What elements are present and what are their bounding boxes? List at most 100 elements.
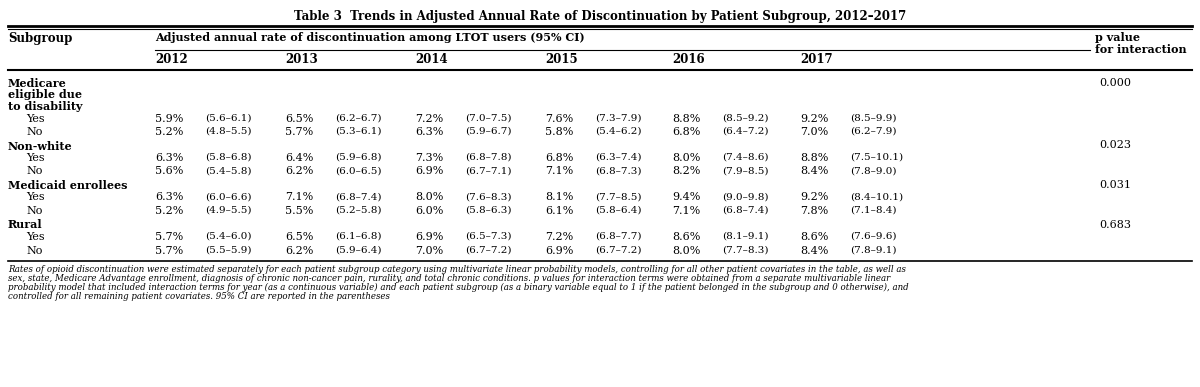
Text: 5.2%: 5.2% [155, 206, 184, 216]
Text: (6.8–7.8): (6.8–7.8) [466, 153, 511, 162]
Text: 6.0%: 6.0% [415, 206, 443, 216]
Text: 2012: 2012 [155, 53, 187, 66]
Text: controlled for all remaining patient covariates. 95% CI are reported in the pare: controlled for all remaining patient cov… [8, 292, 390, 301]
Text: 5.8%: 5.8% [545, 127, 574, 137]
Text: 8.8%: 8.8% [800, 153, 828, 163]
Text: 6.8%: 6.8% [545, 153, 574, 163]
Text: Adjusted annual rate of discontinuation among LTOT users (95% CI): Adjusted annual rate of discontinuation … [155, 32, 584, 43]
Text: (8.5–9.2): (8.5–9.2) [722, 113, 768, 123]
Text: p value: p value [1096, 32, 1140, 43]
Text: 8.0%: 8.0% [672, 153, 701, 163]
Text: (6.7–7.2): (6.7–7.2) [466, 245, 511, 255]
Text: 8.1%: 8.1% [545, 192, 574, 202]
Text: (6.8–7.3): (6.8–7.3) [595, 166, 642, 175]
Text: 5.7%: 5.7% [155, 232, 184, 242]
Text: 9.2%: 9.2% [800, 192, 828, 202]
Text: 2017: 2017 [800, 53, 833, 66]
Text: 6.8%: 6.8% [672, 127, 701, 137]
Text: 0.031: 0.031 [1099, 180, 1132, 190]
Text: 2015: 2015 [545, 53, 577, 66]
Text: (5.8–6.8): (5.8–6.8) [205, 153, 252, 162]
Text: (7.7–8.3): (7.7–8.3) [722, 245, 768, 255]
Text: (8.1–9.1): (8.1–9.1) [722, 232, 768, 241]
Text: 2013: 2013 [286, 53, 318, 66]
Text: 8.2%: 8.2% [672, 166, 701, 176]
Text: No: No [26, 245, 42, 255]
Text: No: No [26, 166, 42, 176]
Text: (6.4–7.2): (6.4–7.2) [722, 127, 768, 136]
Text: 6.9%: 6.9% [415, 232, 443, 242]
Text: (7.8–9.1): (7.8–9.1) [850, 245, 896, 255]
Text: Yes: Yes [26, 192, 44, 202]
Text: (9.0–9.8): (9.0–9.8) [722, 192, 768, 202]
Text: 6.4%: 6.4% [286, 153, 313, 163]
Text: Rates of opioid discontinuation were estimated separately for each patient subgr: Rates of opioid discontinuation were est… [8, 265, 906, 274]
Text: (6.0–6.5): (6.0–6.5) [335, 166, 382, 175]
Text: 2014: 2014 [415, 53, 448, 66]
Text: Medicare: Medicare [8, 78, 67, 89]
Text: 7.1%: 7.1% [545, 166, 574, 176]
Text: 7.1%: 7.1% [286, 192, 313, 202]
Text: (6.8–7.4): (6.8–7.4) [335, 192, 382, 202]
Text: (6.8–7.4): (6.8–7.4) [722, 206, 768, 215]
Text: (5.6–6.1): (5.6–6.1) [205, 113, 252, 123]
Text: (7.9–8.5): (7.9–8.5) [722, 166, 768, 175]
Text: No: No [26, 206, 42, 216]
Text: 5.7%: 5.7% [155, 245, 184, 255]
Text: (7.7–8.5): (7.7–8.5) [595, 192, 642, 202]
Text: for interaction: for interaction [1096, 44, 1187, 55]
Text: (6.1–6.8): (6.1–6.8) [335, 232, 382, 241]
Text: (5.9–6.4): (5.9–6.4) [335, 245, 382, 255]
Text: (6.7–7.1): (6.7–7.1) [466, 166, 511, 175]
Text: 6.3%: 6.3% [155, 192, 184, 202]
Text: 9.2%: 9.2% [800, 113, 828, 123]
Text: 6.3%: 6.3% [155, 153, 184, 163]
Text: (6.3–7.4): (6.3–7.4) [595, 153, 642, 162]
Text: (5.3–6.1): (5.3–6.1) [335, 127, 382, 136]
Text: (7.0–7.5): (7.0–7.5) [466, 113, 511, 123]
Text: 0.023: 0.023 [1099, 140, 1132, 151]
Text: 7.1%: 7.1% [672, 206, 701, 216]
Text: 8.0%: 8.0% [672, 245, 701, 255]
Text: Subgroup: Subgroup [8, 32, 72, 45]
Text: 6.9%: 6.9% [545, 245, 574, 255]
Text: Yes: Yes [26, 153, 44, 163]
Text: (5.4–6.2): (5.4–6.2) [595, 127, 642, 136]
Text: 2016: 2016 [672, 53, 704, 66]
Text: (8.4–10.1): (8.4–10.1) [850, 192, 904, 202]
Text: 6.5%: 6.5% [286, 232, 313, 242]
Text: (6.2–7.9): (6.2–7.9) [850, 127, 896, 136]
Text: 7.6%: 7.6% [545, 113, 574, 123]
Text: Rural: Rural [8, 219, 43, 231]
Text: (6.8–7.7): (6.8–7.7) [595, 232, 642, 241]
Text: (5.9–6.7): (5.9–6.7) [466, 127, 511, 136]
Text: (5.5–5.9): (5.5–5.9) [205, 245, 252, 255]
Text: 8.6%: 8.6% [800, 232, 828, 242]
Text: 5.5%: 5.5% [286, 206, 313, 216]
Text: 5.9%: 5.9% [155, 113, 184, 123]
Text: 8.4%: 8.4% [800, 166, 828, 176]
Text: (7.6–9.6): (7.6–9.6) [850, 232, 896, 241]
Text: 5.6%: 5.6% [155, 166, 184, 176]
Text: 8.4%: 8.4% [800, 245, 828, 255]
Text: (6.2–6.7): (6.2–6.7) [335, 113, 382, 123]
Text: 6.9%: 6.9% [415, 166, 443, 176]
Text: Yes: Yes [26, 232, 44, 242]
Text: (6.7–7.2): (6.7–7.2) [595, 245, 642, 255]
Text: 7.0%: 7.0% [800, 127, 828, 137]
Text: Yes: Yes [26, 113, 44, 123]
Text: Non-white: Non-white [8, 140, 73, 151]
Text: probability model that included interaction terms for year (as a continuous vari: probability model that included interact… [8, 283, 908, 292]
Text: No: No [26, 127, 42, 137]
Text: (5.9–6.8): (5.9–6.8) [335, 153, 382, 162]
Text: Table 3  Trends in Adjusted Annual Rate of Discontinuation by Patient Subgroup, : Table 3 Trends in Adjusted Annual Rate o… [294, 10, 906, 23]
Text: 7.8%: 7.8% [800, 206, 828, 216]
Text: 6.5%: 6.5% [286, 113, 313, 123]
Text: (4.9–5.5): (4.9–5.5) [205, 206, 252, 215]
Text: (5.8–6.4): (5.8–6.4) [595, 206, 642, 215]
Text: sex, state, Medicare Advantage enrollment, diagnosis of chronic non-cancer pain,: sex, state, Medicare Advantage enrollmen… [8, 274, 890, 283]
Text: 0.683: 0.683 [1099, 219, 1132, 229]
Text: (5.2–5.8): (5.2–5.8) [335, 206, 382, 215]
Text: Medicaid enrollees: Medicaid enrollees [8, 180, 127, 191]
Text: 7.2%: 7.2% [415, 113, 443, 123]
